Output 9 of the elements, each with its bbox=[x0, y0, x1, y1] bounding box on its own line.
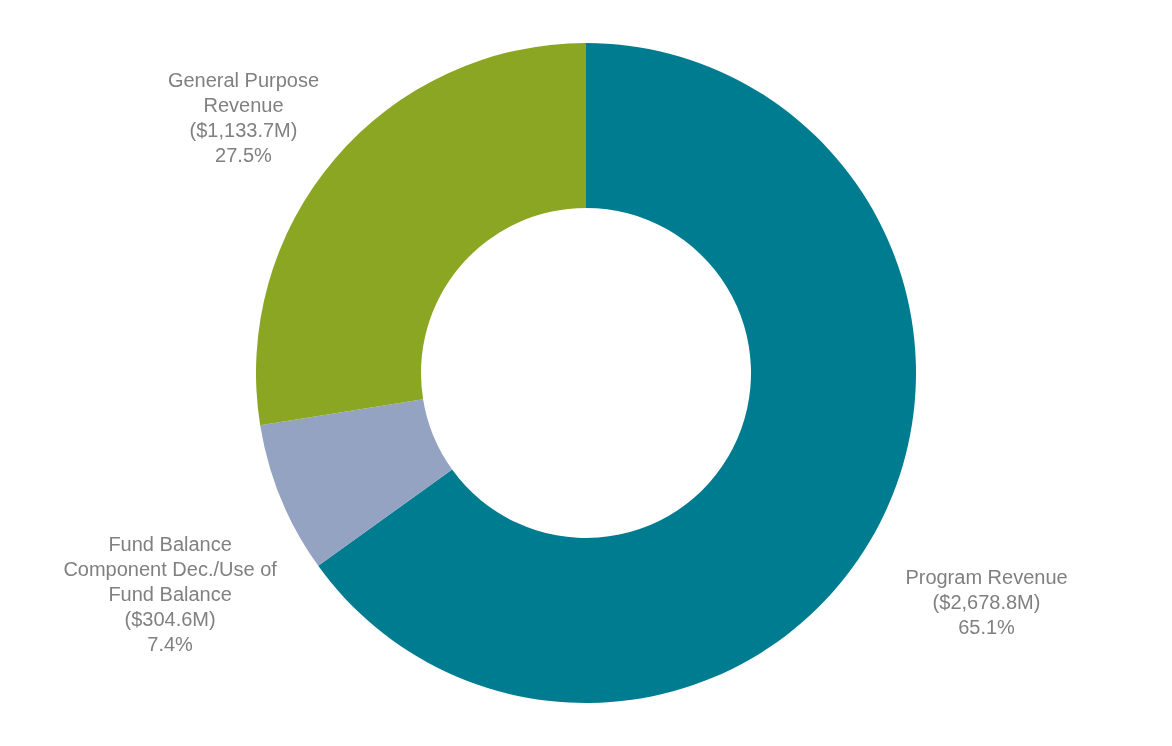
text: 7.4% bbox=[147, 632, 194, 655]
data-label: ($2,678.8M) bbox=[932, 591, 1041, 614]
slice-label: Program Revenue bbox=[905, 566, 1068, 589]
data-label: ($304.6M) bbox=[124, 607, 216, 630]
text: 27.5% bbox=[215, 144, 273, 167]
slice-label: Fund Balance Component Dec./Use of Fund Balance bbox=[63, 532, 278, 605]
text: 65.1% bbox=[958, 616, 1016, 639]
data-label: ($1,133.7M) bbox=[189, 119, 298, 142]
slice-label: General Purpose Revenue bbox=[167, 69, 320, 117]
